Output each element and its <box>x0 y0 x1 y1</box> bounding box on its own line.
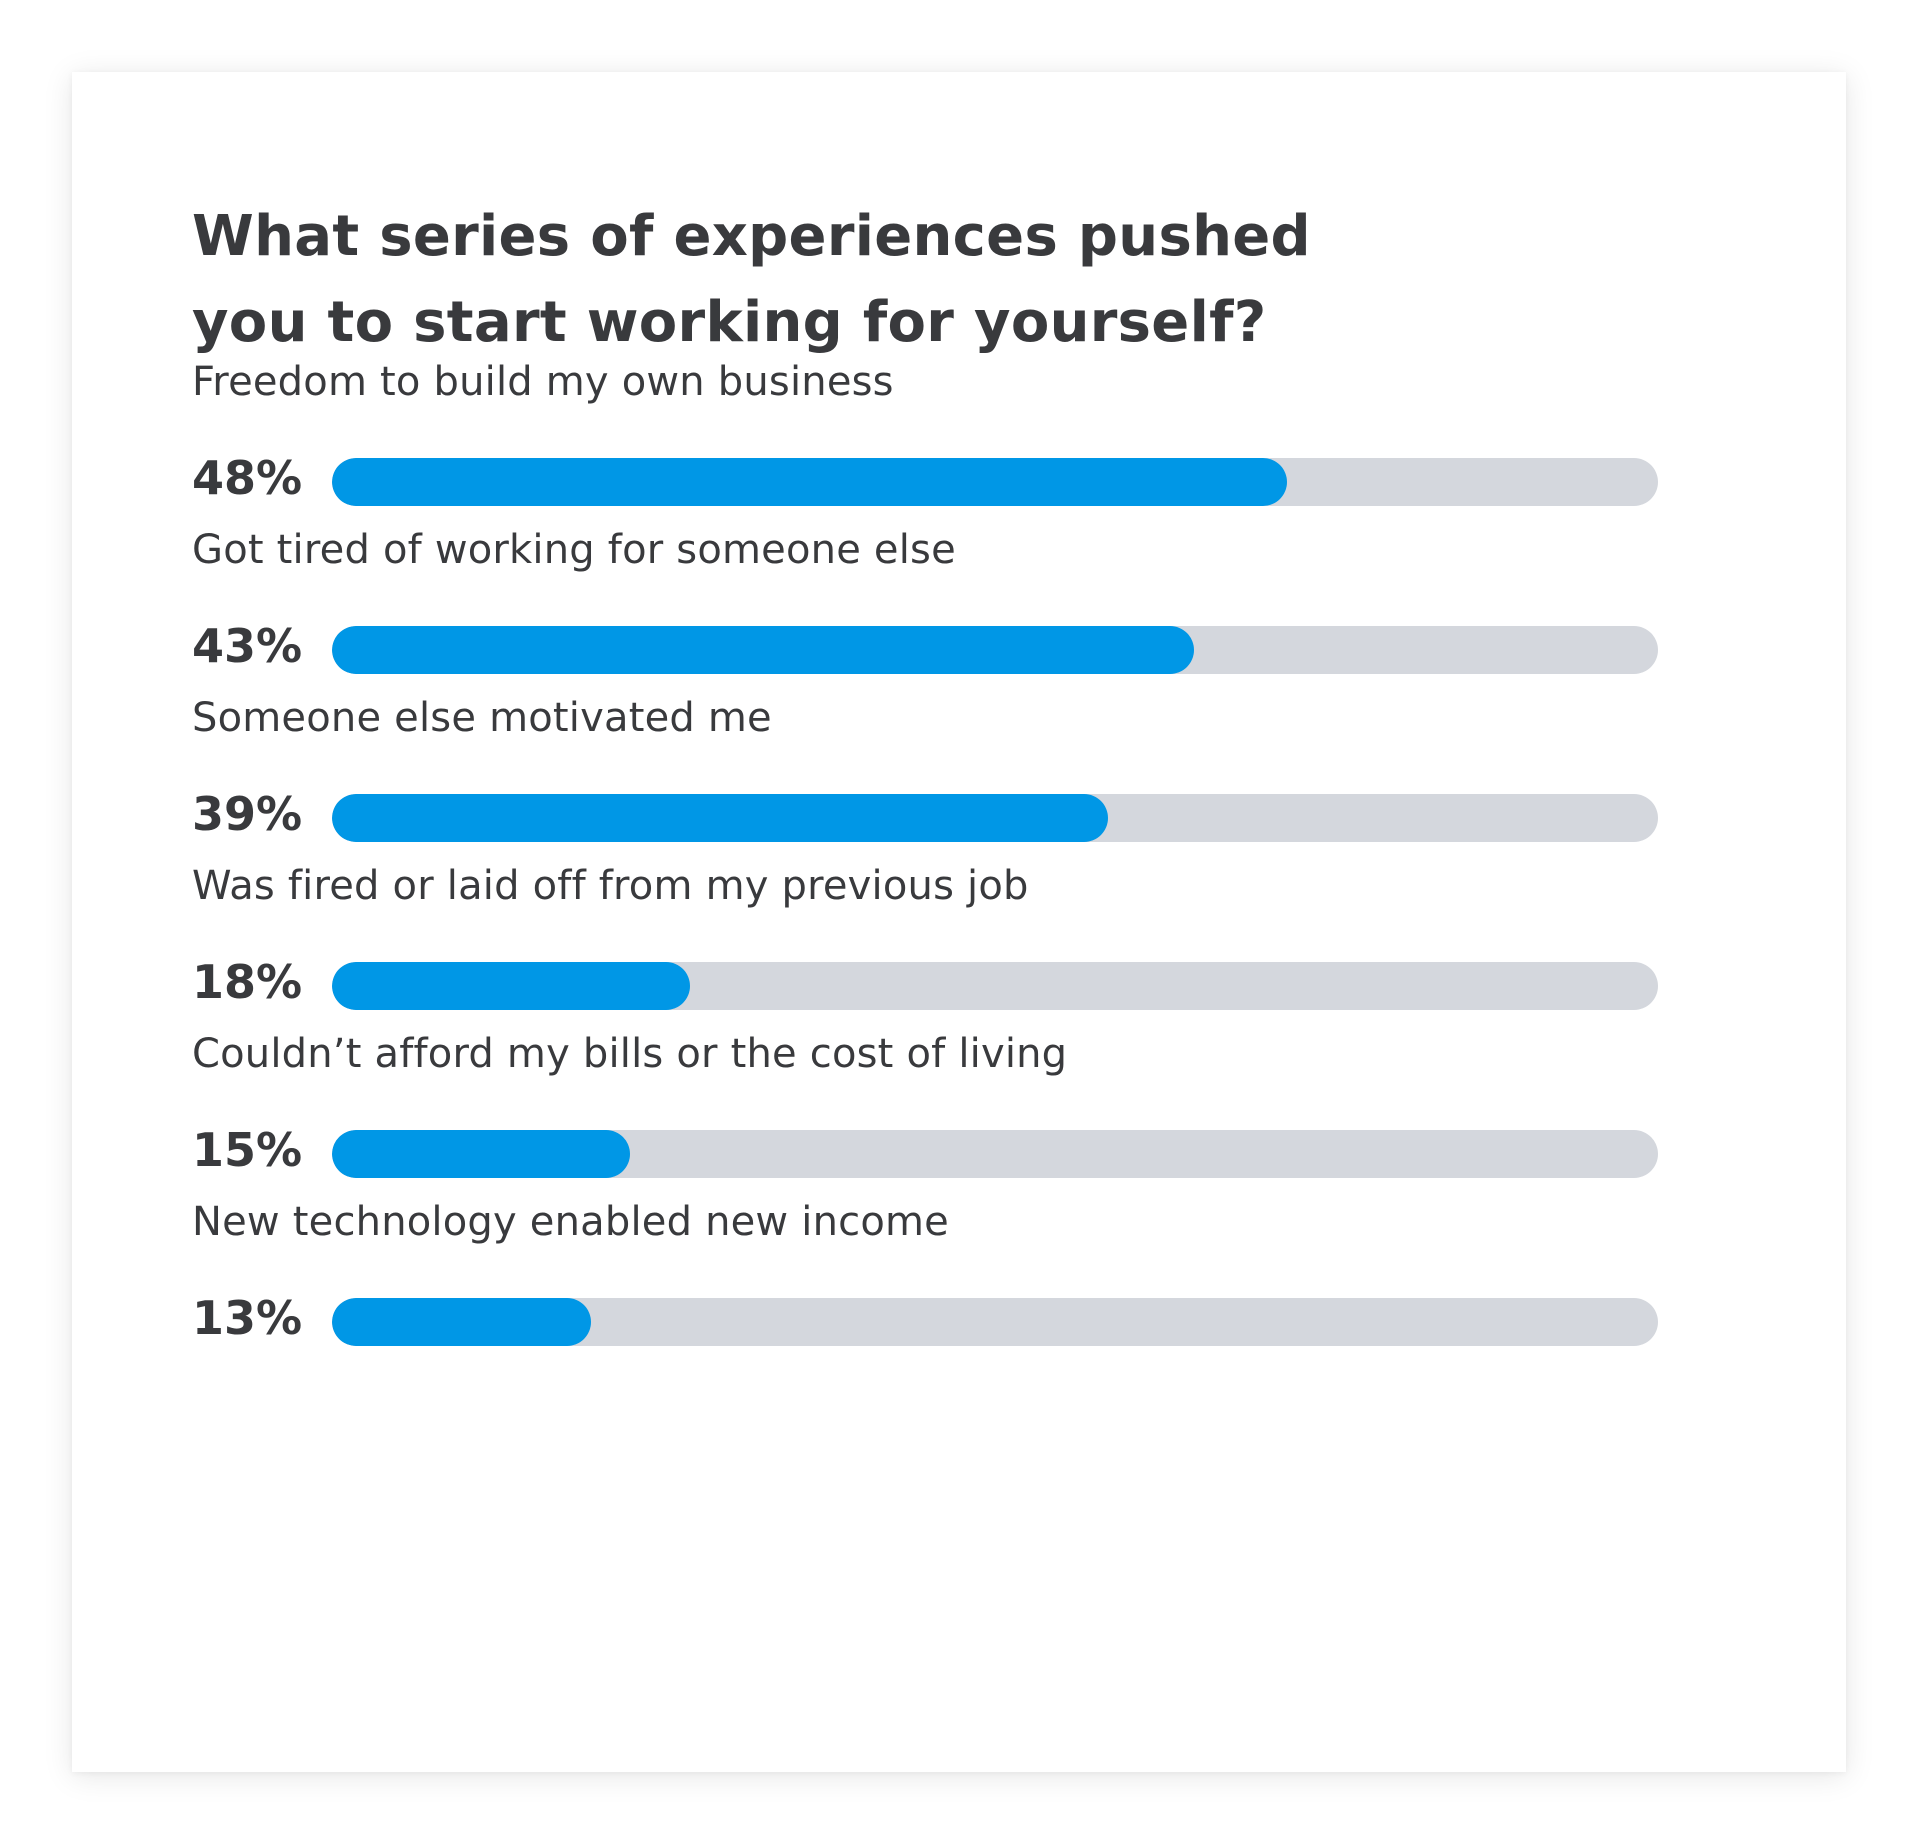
bar-track <box>332 1298 1658 1346</box>
chart-title: What series of experiences pushed you to… <box>192 194 1392 366</box>
chart-title-line-1: What series of experiences pushed <box>192 204 1311 269</box>
bar-value-label: 48% <box>192 451 303 505</box>
bar-track <box>332 626 1658 674</box>
bar-track <box>332 1130 1658 1178</box>
bar-category-label: Was fired or laid off from my previous j… <box>192 863 1029 909</box>
bar-category-label: Someone else motivated me <box>192 695 772 741</box>
bar-category-label: Couldn’t afford my bills or the cost of … <box>192 1031 1068 1077</box>
bar-fill <box>332 1298 591 1346</box>
bar-category-label: Got tired of working for someone else <box>192 527 956 573</box>
bar-row: New technology enabled new income 13% <box>192 1192 1732 1362</box>
bar-fill <box>332 962 690 1010</box>
bar-fill <box>332 626 1194 674</box>
bar-track <box>332 794 1658 842</box>
bar-value-label: 13% <box>192 1291 303 1345</box>
bar-value-label: 18% <box>192 955 303 1009</box>
bar-fill <box>332 1130 630 1178</box>
bar-track <box>332 962 1658 1010</box>
bar-row: Someone else motivated me 39% <box>192 688 1732 858</box>
bar-category-label: Freedom to build my own business <box>192 359 894 405</box>
chart-title-line-2: you to start working for yourself? <box>192 290 1267 355</box>
bar-fill <box>332 794 1108 842</box>
bar-row: Couldn’t afford my bills or the cost of … <box>192 1024 1732 1194</box>
bar-row: Was fired or laid off from my previous j… <box>192 856 1732 1026</box>
bar-value-label: 15% <box>192 1123 303 1177</box>
bar-value-label: 43% <box>192 619 303 673</box>
bar-category-label: New technology enabled new income <box>192 1199 949 1245</box>
bar-row: Got tired of working for someone else 43% <box>192 520 1732 690</box>
chart-card: What series of experiences pushed you to… <box>72 72 1846 1772</box>
bar-value-label: 39% <box>192 787 303 841</box>
bar-row: Freedom to build my own business 48% <box>192 352 1732 522</box>
bar-fill <box>332 458 1287 506</box>
bar-track <box>332 458 1658 506</box>
